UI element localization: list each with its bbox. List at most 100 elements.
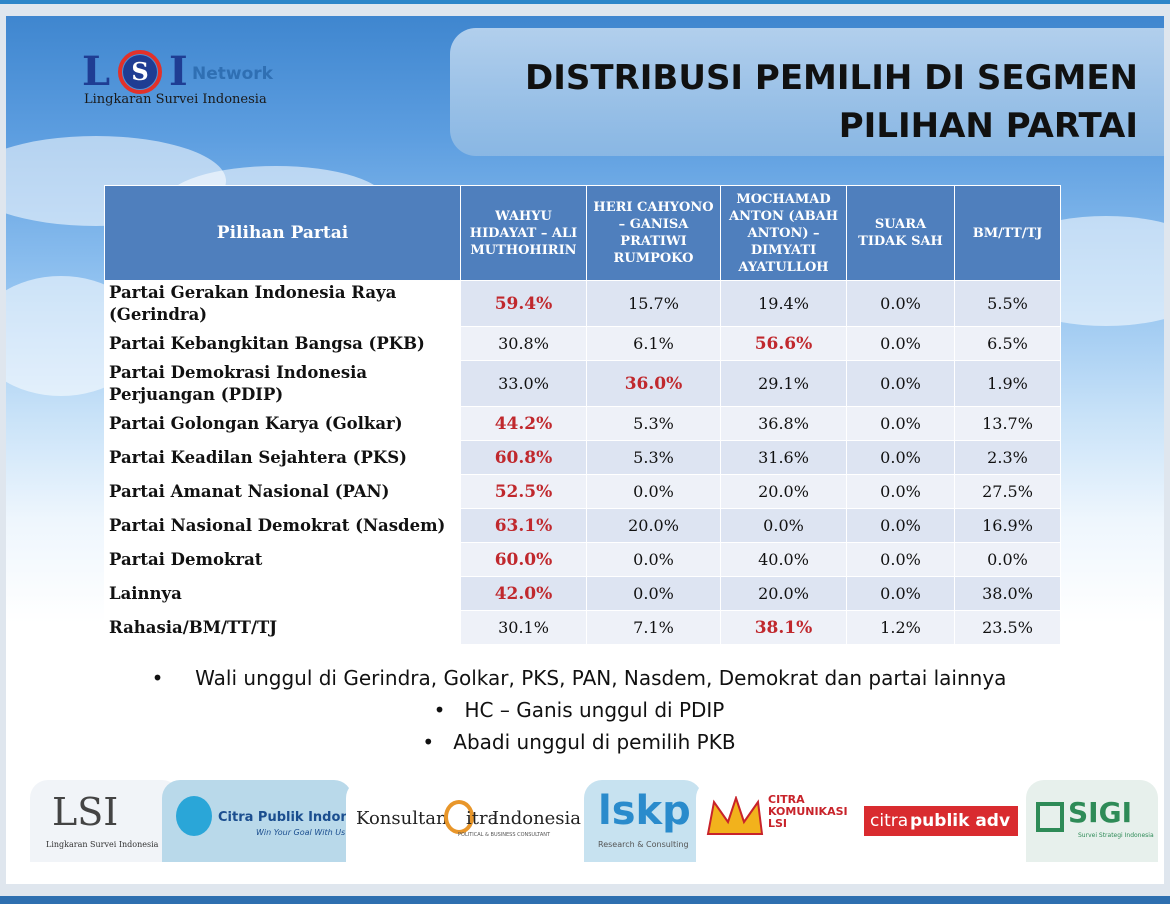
- value-cell: 0.0%: [846, 406, 955, 441]
- top-strip: [0, 0, 1170, 4]
- value-cell: 36.8%: [720, 406, 847, 441]
- highlight-value-cell: 42.0%: [460, 576, 587, 611]
- table-row: Partai Kebangkitan Bangsa (PKB) 30.8% 6.1%…: [104, 326, 1061, 361]
- lskp-mark: lskp: [598, 788, 691, 834]
- cpi-swirl-icon: [176, 796, 212, 836]
- column-header-party: Pilihan Partai: [104, 185, 461, 281]
- value-cell: 6.5%: [954, 326, 1061, 361]
- value-cell: 0.0%: [846, 280, 955, 327]
- value-cell: 31.6%: [720, 440, 847, 475]
- highlight-value-cell: 56.6%: [720, 326, 847, 361]
- value-cell: 0.0%: [846, 326, 955, 361]
- value-cell: 40.0%: [720, 542, 847, 577]
- citrapublik-part-2: publik adv: [910, 811, 1011, 831]
- value-cell: 0.0%: [720, 508, 847, 543]
- highlight-value-cell: 60.8%: [460, 440, 587, 475]
- logo-subtitle: Lingkaran Survei Indonesia: [84, 92, 267, 107]
- column-header-candidate: WAHYU HIDAYAT – ALI MUTHOHIRIN: [460, 185, 587, 281]
- partner-logos-footer: LSI Lingkaran Survei Indonesia Citra Pub…: [0, 780, 1158, 862]
- value-cell: 30.1%: [460, 610, 587, 645]
- bullet-item: • HC – Ganis unggul di PDIP: [433, 698, 725, 722]
- konsultan-word-2: itra: [466, 808, 499, 829]
- party-name-cell: Partai Keadilan Sejahtera (PKS): [104, 440, 461, 475]
- table-row: Partai Keadilan Sejahtera (PKS) 60.8% 5.3%…: [104, 440, 1061, 475]
- crown-icon: [706, 796, 764, 835]
- value-cell: 16.9%: [954, 508, 1061, 543]
- value-cell: 2.3%: [954, 440, 1061, 475]
- value-cell: 0.0%: [846, 542, 955, 577]
- cpi-tagline: Win Your Goal With Us: [256, 828, 346, 837]
- logo-ring: [118, 50, 162, 94]
- lsi-footer-logo: LSI Lingkaran Survei Indonesia: [30, 780, 180, 862]
- value-cell: 0.0%: [846, 576, 955, 611]
- highlight-value-cell: 52.5%: [460, 474, 587, 509]
- value-cell: 0.0%: [846, 360, 955, 407]
- highlight-value-cell: 63.1%: [460, 508, 587, 543]
- konsultan-word-3: Indonesia: [492, 808, 582, 829]
- value-cell: 0.0%: [586, 474, 721, 509]
- lsi-footer-mark: LSI: [52, 790, 119, 834]
- citrapublik-adv-logo: citra publik adv: [852, 780, 1030, 862]
- highlight-value-cell: 36.0%: [586, 360, 721, 407]
- citra-publik-indonesia-logo: Citra Publik Indonesia Win Your Goal Wit…: [162, 780, 379, 862]
- value-cell: 38.0%: [954, 576, 1061, 611]
- highlight-value-cell: 60.0%: [460, 542, 587, 577]
- citrapublik-adv-bar: [864, 806, 1018, 836]
- value-cell: 5.5%: [954, 280, 1061, 327]
- column-header-candidate: SUARA TIDAK SAH: [846, 185, 955, 281]
- sigi-logo: SIGI Survei Strategi Indonesia: [1026, 780, 1158, 862]
- value-cell: 1.9%: [954, 360, 1061, 407]
- value-cell: 20.0%: [720, 474, 847, 509]
- konsultan-c-icon: [444, 800, 474, 834]
- party-name-cell: Partai Gerakan Indonesia Raya (Gerindra): [104, 280, 461, 327]
- value-cell: 33.0%: [460, 360, 587, 407]
- value-cell: 0.0%: [846, 440, 955, 475]
- party-distribution-table: Pilihan Partai WAHYU HIDAYAT – ALI MUTHOH…: [104, 185, 1061, 645]
- value-cell: 5.3%: [586, 406, 721, 441]
- citra-kom-line-3: LSI: [768, 817, 788, 830]
- citra-kom-line-1: CITRA: [768, 793, 805, 806]
- bottom-strip: [0, 896, 1170, 904]
- party-name-cell: Rahasia/BM/TT/TJ: [104, 610, 461, 645]
- konsultan-tagline: POLITICAL & BUSINESS CONSULTANT: [458, 832, 551, 838]
- party-name-cell: Partai Amanat Nasional (PAN): [104, 474, 461, 509]
- citra-kom-line-2: KOMUNIKASI: [768, 805, 848, 818]
- value-cell: 5.3%: [586, 440, 721, 475]
- table-row: Partai Demokrasi Indonesia Perjuangan (P…: [104, 360, 1061, 407]
- citrapublik-part-1: citra: [870, 811, 909, 831]
- table-row: Lainnya 42.0% 0.0% 20.0% 0.0% 38.0%: [104, 576, 1061, 611]
- value-cell: 20.0%: [720, 576, 847, 611]
- value-cell: 0.0%: [586, 542, 721, 577]
- table-row: Partai Nasional Demokrat (Nasdem) 63.1% 20…: [104, 508, 1061, 543]
- value-cell: 7.1%: [586, 610, 721, 645]
- party-name-cell: Partai Demokrasi Indonesia Perjuangan (P…: [104, 360, 461, 407]
- cpi-name: Citra Publik Indonesia: [218, 810, 380, 825]
- table-header-row: Pilihan Partai WAHYU HIDAYAT – ALI MUTHOH…: [104, 185, 1061, 281]
- title-banner: [450, 28, 1164, 156]
- bullet-item: • Wali unggul di Gerindra, Golkar, PKS, …: [151, 666, 1007, 690]
- sigi-tagline: Survei Strategi Indonesia: [1078, 832, 1154, 839]
- lsi-footer-subtitle: Lingkaran Survei Indonesia: [46, 840, 159, 849]
- value-cell: 19.4%: [720, 280, 847, 327]
- table-row: Rahasia/BM/TT/TJ 30.1% 7.1% 38.1% 1.2% 23.5%: [104, 610, 1061, 645]
- table-row: Partai Gerakan Indonesia Raya (Gerindra)…: [104, 280, 1061, 327]
- lskp-logo: lskp Research & Consulting: [584, 780, 702, 862]
- logo-letter-l: L: [82, 48, 111, 95]
- value-cell: 0.0%: [846, 474, 955, 509]
- highlight-value-cell: 59.4%: [460, 280, 587, 327]
- table-row: Partai Golongan Karya (Golkar) 44.2% 5.3% 3…: [104, 406, 1061, 441]
- party-name-cell: Partai Demokrat: [104, 542, 461, 577]
- column-header-candidate: HERI CAHYONO – GANISA PRATIWI RUMPOKO: [586, 185, 721, 281]
- party-name-cell: Partai Kebangkitan Bangsa (PKB): [104, 326, 461, 361]
- value-cell: 13.7%: [954, 406, 1061, 441]
- value-cell: 27.5%: [954, 474, 1061, 509]
- table-row: Partai Amanat Nasional (PAN) 52.5% 0.0% 20.…: [104, 474, 1061, 509]
- bullet-item: • Abadi unggul di pemilih PKB: [422, 730, 736, 754]
- party-name-cell: Partai Golongan Karya (Golkar): [104, 406, 461, 441]
- konsultan-word-1: Konsultan: [356, 808, 448, 829]
- value-cell: 29.1%: [720, 360, 847, 407]
- lskp-tagline: Research & Consulting: [598, 840, 689, 849]
- value-cell: 6.1%: [586, 326, 721, 361]
- logo-letter-s: S: [123, 55, 157, 89]
- value-cell: 0.0%: [954, 542, 1061, 577]
